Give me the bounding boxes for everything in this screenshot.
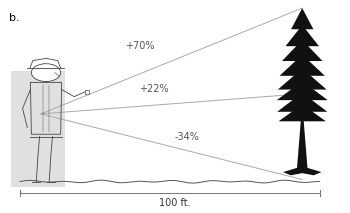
Polygon shape xyxy=(278,68,327,90)
Text: +22%: +22% xyxy=(139,83,169,94)
Polygon shape xyxy=(283,120,321,175)
Polygon shape xyxy=(286,25,319,46)
Polygon shape xyxy=(291,8,313,29)
Text: b.: b. xyxy=(9,13,20,23)
Polygon shape xyxy=(280,55,325,76)
Bar xyxy=(11,71,65,187)
Polygon shape xyxy=(282,40,322,61)
Polygon shape xyxy=(277,93,327,112)
Bar xyxy=(85,90,89,94)
Polygon shape xyxy=(277,81,328,100)
Text: 100 ft.: 100 ft. xyxy=(159,198,191,208)
Circle shape xyxy=(32,64,61,82)
Text: +70%: +70% xyxy=(125,41,155,51)
Polygon shape xyxy=(279,104,326,121)
Text: -34%: -34% xyxy=(175,132,200,142)
